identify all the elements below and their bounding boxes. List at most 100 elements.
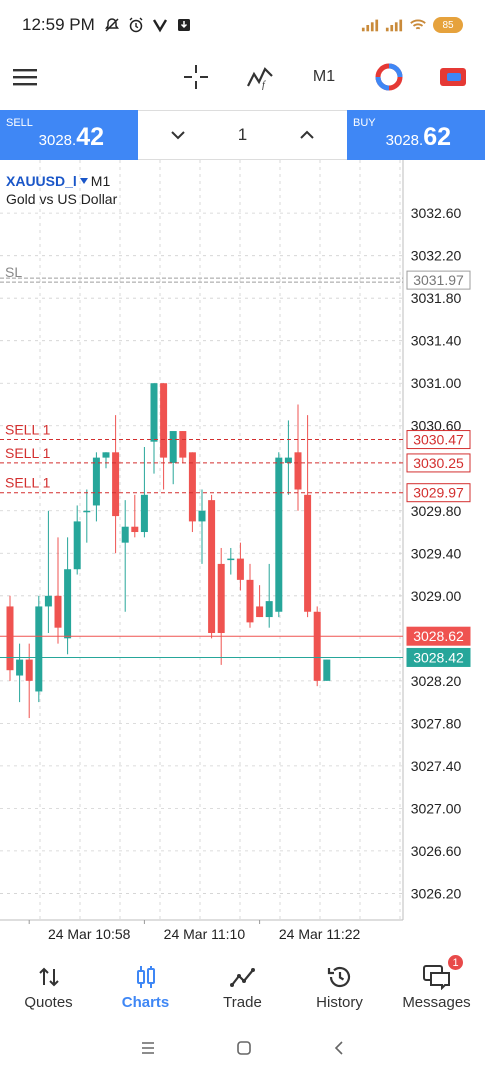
candle-body	[236, 558, 244, 580]
candle-body	[188, 452, 196, 522]
x-tick-label: 24 Mar 11:10	[164, 926, 246, 942]
candle-body	[256, 606, 264, 618]
trading-signals-button[interactable]	[374, 62, 404, 92]
battery-indicator: 85	[433, 17, 463, 33]
crosshair-icon	[184, 65, 208, 89]
candle-body	[294, 452, 302, 490]
buy-price-small: 3028.	[385, 132, 424, 149]
candle-body	[246, 579, 254, 623]
trade-icon	[229, 968, 255, 987]
bid-price-tag: 3028.42	[413, 649, 464, 665]
messages-icon	[422, 965, 450, 990]
nav-messages-label: Messages	[402, 994, 471, 1011]
candle-body	[304, 494, 312, 612]
decrease-lot-button[interactable]	[168, 125, 188, 145]
candle-body	[25, 659, 33, 681]
candle-body	[179, 431, 187, 458]
svg-text:f: f	[262, 80, 266, 90]
buy-price: 3028. 62	[386, 123, 451, 152]
candle-body	[150, 383, 158, 442]
candle-body	[64, 569, 72, 639]
mute-icon	[103, 16, 121, 34]
y-tick-label: 3027.40	[411, 758, 462, 774]
chevron-up-icon	[300, 130, 314, 139]
status-icons-left	[103, 16, 193, 34]
symbol-header: XAUUSD_l M1	[6, 173, 110, 189]
candle-body	[54, 595, 62, 628]
candle-body	[6, 606, 14, 671]
sell-order-label: SELL 1	[5, 445, 51, 461]
candle-body	[265, 601, 273, 618]
candle-body	[35, 606, 43, 692]
y-tick-label: 3026.60	[411, 843, 462, 859]
candle-body	[198, 510, 206, 522]
sell-price-small: 3028.	[38, 132, 77, 149]
trading-signals-icon	[375, 63, 403, 91]
home-icon	[237, 1040, 252, 1055]
candle-body	[73, 521, 81, 570]
sell-price-big: 42	[76, 123, 104, 151]
chart-area[interactable]: 3032.60 3032.20 3031.80 3031.40 3031.00 3030.…	[0, 160, 485, 945]
sell-order-price-tag: 3030.47	[413, 432, 464, 448]
candle-body	[323, 659, 331, 681]
sell-button[interactable]: SELL 3028. 42	[0, 110, 138, 160]
download-icon	[175, 16, 193, 34]
y-tick-label: 3032.20	[411, 248, 462, 264]
sell-order-price-tag: 3030.25	[413, 455, 464, 471]
indicators-button[interactable]: f	[246, 62, 274, 92]
candle-body	[44, 595, 52, 607]
candle-body	[208, 500, 216, 634]
y-tick-label: 3030.60	[411, 418, 462, 434]
candle-body	[227, 558, 235, 561]
lot-value[interactable]: 1	[237, 125, 248, 144]
nav-history-label: History	[316, 994, 363, 1011]
candlestick-chart[interactable]: 3032.60 3032.20 3031.80 3031.40 3031.00 3030.…	[0, 160, 485, 945]
back-icon	[334, 1040, 343, 1055]
candle-body	[121, 526, 129, 543]
nav-messages[interactable]: 1 Messages	[388, 948, 485, 1018]
buy-button[interactable]: BUY 3028. 62	[347, 110, 485, 160]
history-icon	[327, 966, 350, 988]
indicators-icon: f	[247, 67, 273, 90]
candle-body	[313, 611, 321, 681]
menu-button[interactable]	[12, 62, 38, 92]
back-button[interactable]	[334, 1040, 344, 1060]
signal-1-icon	[361, 16, 379, 34]
candle-body	[102, 452, 110, 458]
candle-body	[169, 431, 177, 463]
symbol-name[interactable]: XAUUSD_l	[6, 173, 77, 189]
timeframe-button[interactable]: M1	[308, 62, 340, 92]
candle-body	[140, 494, 148, 533]
nav-trade[interactable]: Trade	[194, 948, 291, 1018]
candle-body	[131, 526, 139, 533]
y-tick-label: 3029.80	[411, 503, 462, 519]
sell-order-price-tag-box	[406, 430, 471, 450]
nav-quotes[interactable]: Quotes	[0, 948, 97, 1018]
sell-order-price-tag-box	[406, 453, 471, 473]
recent-apps-button[interactable]	[141, 1041, 155, 1059]
one-click-trading-button[interactable]	[438, 62, 468, 92]
y-tick-label: 3031.80	[411, 290, 462, 306]
wifi-icon	[409, 16, 427, 34]
nav-history[interactable]: History	[291, 948, 388, 1018]
recent-apps-icon	[142, 1042, 155, 1054]
crosshair-button[interactable]	[182, 62, 210, 92]
nav-charts[interactable]: Charts	[97, 948, 194, 1018]
increase-lot-button[interactable]	[297, 125, 317, 145]
buy-price-big: 62	[423, 123, 451, 151]
candle-body	[92, 457, 100, 506]
candle-body	[16, 659, 24, 676]
trade-panel: SELL 3028. 42 1 BUY 3028. 62	[0, 110, 485, 160]
nav-trade-label: Trade	[223, 994, 262, 1011]
charts-icon	[136, 966, 155, 988]
sell-label: SELL	[6, 117, 33, 129]
home-button[interactable]	[237, 1040, 252, 1060]
nav-charts-label: Charts	[121, 994, 170, 1011]
stop-loss-label: SL	[5, 264, 22, 280]
x-tick-label: 24 Mar 11:22	[279, 926, 361, 942]
sell-order-price-tag-box	[406, 483, 471, 503]
y-tick-label: 3031.40	[411, 333, 462, 349]
dropdown-arrow-icon	[79, 178, 88, 184]
y-tick-label: 3027.00	[411, 800, 462, 816]
sell-order-label: SELL 1	[5, 422, 51, 438]
